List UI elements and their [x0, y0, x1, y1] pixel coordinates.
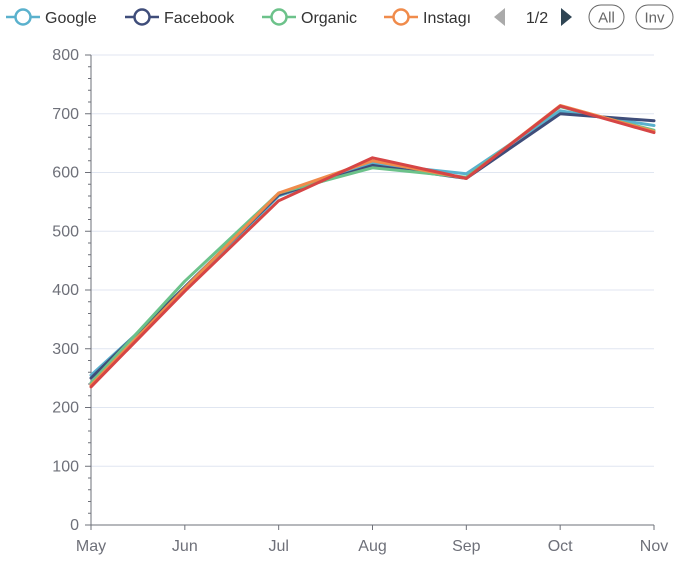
series-line-google[interactable] — [89, 109, 656, 377]
gridlines — [85, 54, 654, 526]
legend-marker-icon — [133, 8, 151, 26]
legend-marker-icon — [270, 8, 288, 26]
y-axis-labels: 0 100 200 300 400 500 600 700 800 — [52, 47, 79, 534]
x-tick-label: Jun — [172, 538, 198, 555]
legend-next-page-icon[interactable] — [561, 8, 572, 26]
series-line-other[interactable] — [89, 104, 656, 389]
y-tick-label: 600 — [52, 165, 79, 182]
y-tick-label: 200 — [52, 400, 79, 417]
y-tick-label: 300 — [52, 341, 79, 358]
legend-inverse-button[interactable]: Inv — [635, 4, 674, 30]
legend-item-label: Google — [45, 10, 97, 27]
legend-item-instag-[interactable]: Instagı — [384, 8, 471, 28]
y-tick-label: 500 — [52, 223, 79, 240]
legend-all-button[interactable]: All — [588, 4, 625, 30]
legend-item-google[interactable]: Google — [6, 8, 97, 28]
legend-item-organic[interactable]: Organic — [262, 8, 357, 28]
x-tick-label: Oct — [548, 538, 573, 555]
legend-marker-icon — [14, 8, 32, 26]
legend-prev-page-icon[interactable] — [494, 8, 505, 26]
legend: Google Facebook Organic Instagı 1/2 All Inv — [6, 4, 674, 30]
legend-marker-icon — [392, 8, 410, 26]
y-tick-label: 0 — [70, 517, 79, 534]
y-tick-label: 100 — [52, 458, 79, 475]
legend-page-indicator: 1/2 — [526, 10, 548, 27]
series-lines — [89, 104, 656, 389]
y-tick-label: 700 — [52, 106, 79, 123]
y-tick-label: 800 — [52, 47, 79, 64]
legend-item-label: Facebook — [164, 10, 235, 27]
x-tick-label: Sep — [452, 538, 481, 555]
x-axis-labels: May Jun Jul Aug Sep Oct Nov — [76, 538, 668, 555]
x-tick-label: Nov — [640, 538, 668, 555]
legend-item-label: Organic — [301, 10, 357, 27]
x-tick-label: May — [76, 538, 106, 555]
legend-item-label: Instagı — [423, 10, 471, 27]
legend-inverse-label: Inv — [644, 10, 665, 27]
x-tick-label: Aug — [358, 538, 386, 555]
legend-item-facebook[interactable]: Facebook — [125, 8, 235, 28]
y-tick-label: 400 — [52, 282, 79, 299]
legend-pager: 1/2 — [494, 8, 572, 27]
series-line-organic[interactable] — [89, 105, 656, 385]
series-line-facebook[interactable] — [89, 112, 656, 380]
x-tick-label: Jul — [268, 538, 288, 555]
legend-all-label: All — [598, 10, 615, 27]
axes — [90, 55, 655, 530]
series-line-instagram[interactable] — [89, 104, 656, 387]
